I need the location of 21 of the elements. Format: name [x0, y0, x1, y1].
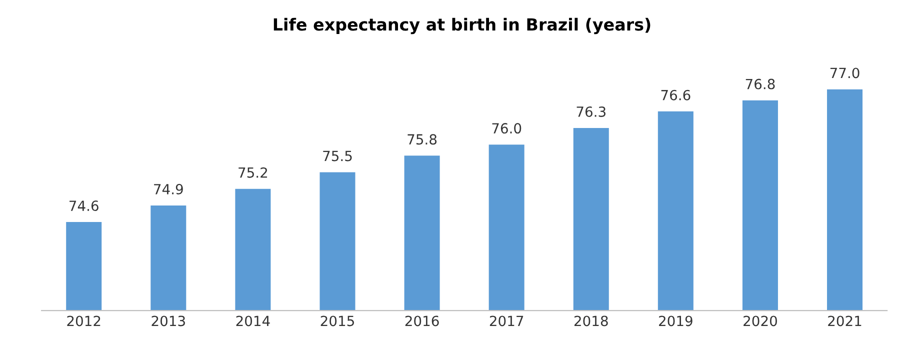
x-tick-label: 2021	[828, 316, 862, 326]
data-label: 74.9	[154, 184, 183, 194]
x-tick-label: 2014	[236, 316, 270, 326]
x-tick-label: 2012	[67, 316, 100, 326]
data-label: 75.8	[408, 134, 437, 145]
x-tick-label: 2013	[152, 316, 185, 326]
data-label: 74.6	[70, 200, 98, 212]
data-label: 76.6	[661, 90, 690, 100]
chart-title: Life expectancy at birth in Brazil (years)	[274, 18, 650, 34]
x-tick-label: 2020	[744, 316, 777, 326]
x-tick-label: 2019	[659, 316, 692, 326]
x-tick-label: 2017	[490, 316, 524, 326]
data-label: 75.2	[238, 167, 268, 178]
data-label: 76.3	[576, 106, 606, 117]
data-label: 76.8	[746, 78, 775, 90]
data-label: 76.0	[492, 123, 522, 134]
x-tick-label: 2018	[574, 316, 608, 326]
x-tick-label: 2015	[320, 316, 354, 326]
x-tick-label: 2016	[405, 316, 439, 326]
data-label: 75.5	[323, 150, 352, 162]
data-label: 77.0	[830, 68, 860, 78]
